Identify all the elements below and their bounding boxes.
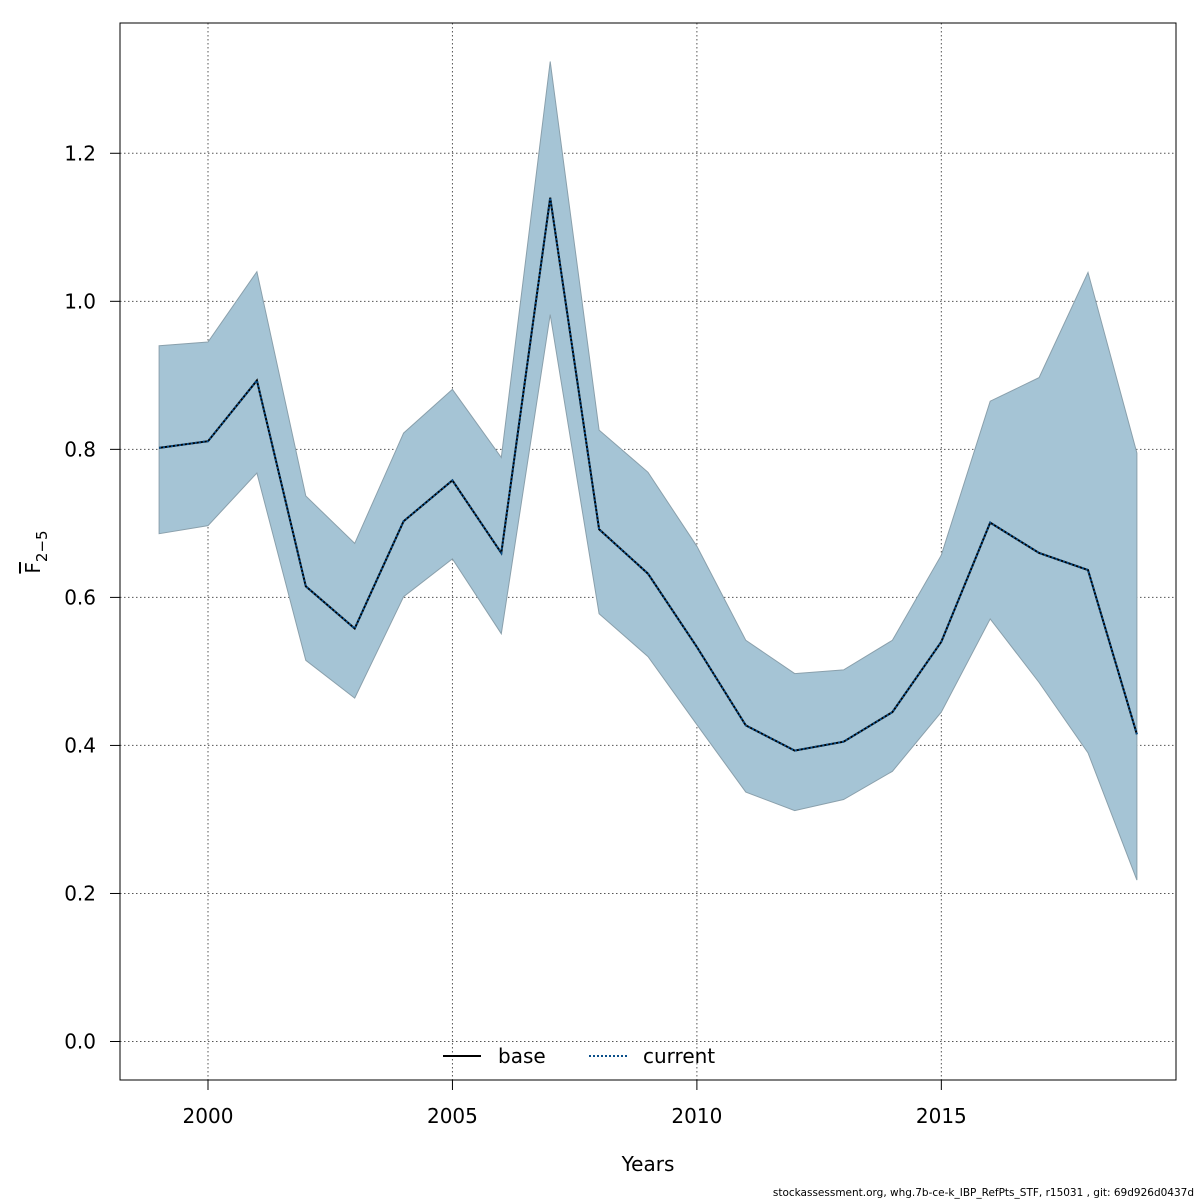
confidence-band-area <box>158 61 1138 881</box>
x-tick-label: 2015 <box>916 1104 967 1128</box>
legend-label-current: current <box>643 1044 715 1068</box>
y-tick-label: 0.8 <box>64 437 96 461</box>
series-lines <box>158 197 1138 752</box>
x-tick-label: 2000 <box>183 1104 234 1128</box>
x-axis-title: Years <box>621 1152 675 1176</box>
x-tick-label: 2010 <box>671 1104 722 1128</box>
y-tick-label: 0.6 <box>64 585 96 609</box>
y-tick-label: 0.4 <box>64 733 96 757</box>
y-tick-label: 1.0 <box>64 289 96 313</box>
y-axis-title-subscript: 2−5 <box>33 530 51 562</box>
axes: 2000 2005 2010 2015 0.0 0.2 0.4 0.6 0.8 1.0 1.2 <box>64 22 1177 1128</box>
y-tick-label: 0.2 <box>64 881 96 905</box>
y-axis-title: F2−5 <box>21 530 51 573</box>
legend-label-base: base <box>498 1044 546 1068</box>
legend: base current <box>443 1044 715 1068</box>
y-tick-label: 1.2 <box>64 141 96 165</box>
y-axis-title-base: F <box>21 562 45 574</box>
x-tick-label: 2005 <box>427 1104 478 1128</box>
plot-frame <box>119 22 1177 1081</box>
grid-lines <box>120 23 1176 1080</box>
confidence-band <box>158 61 1138 881</box>
footer-credit: stockassessment.org, whg.7b-ce-k_IBP_Ref… <box>772 1187 1194 1199</box>
series-line-current <box>158 197 1138 752</box>
y-tick-label: 0.0 <box>64 1030 96 1054</box>
